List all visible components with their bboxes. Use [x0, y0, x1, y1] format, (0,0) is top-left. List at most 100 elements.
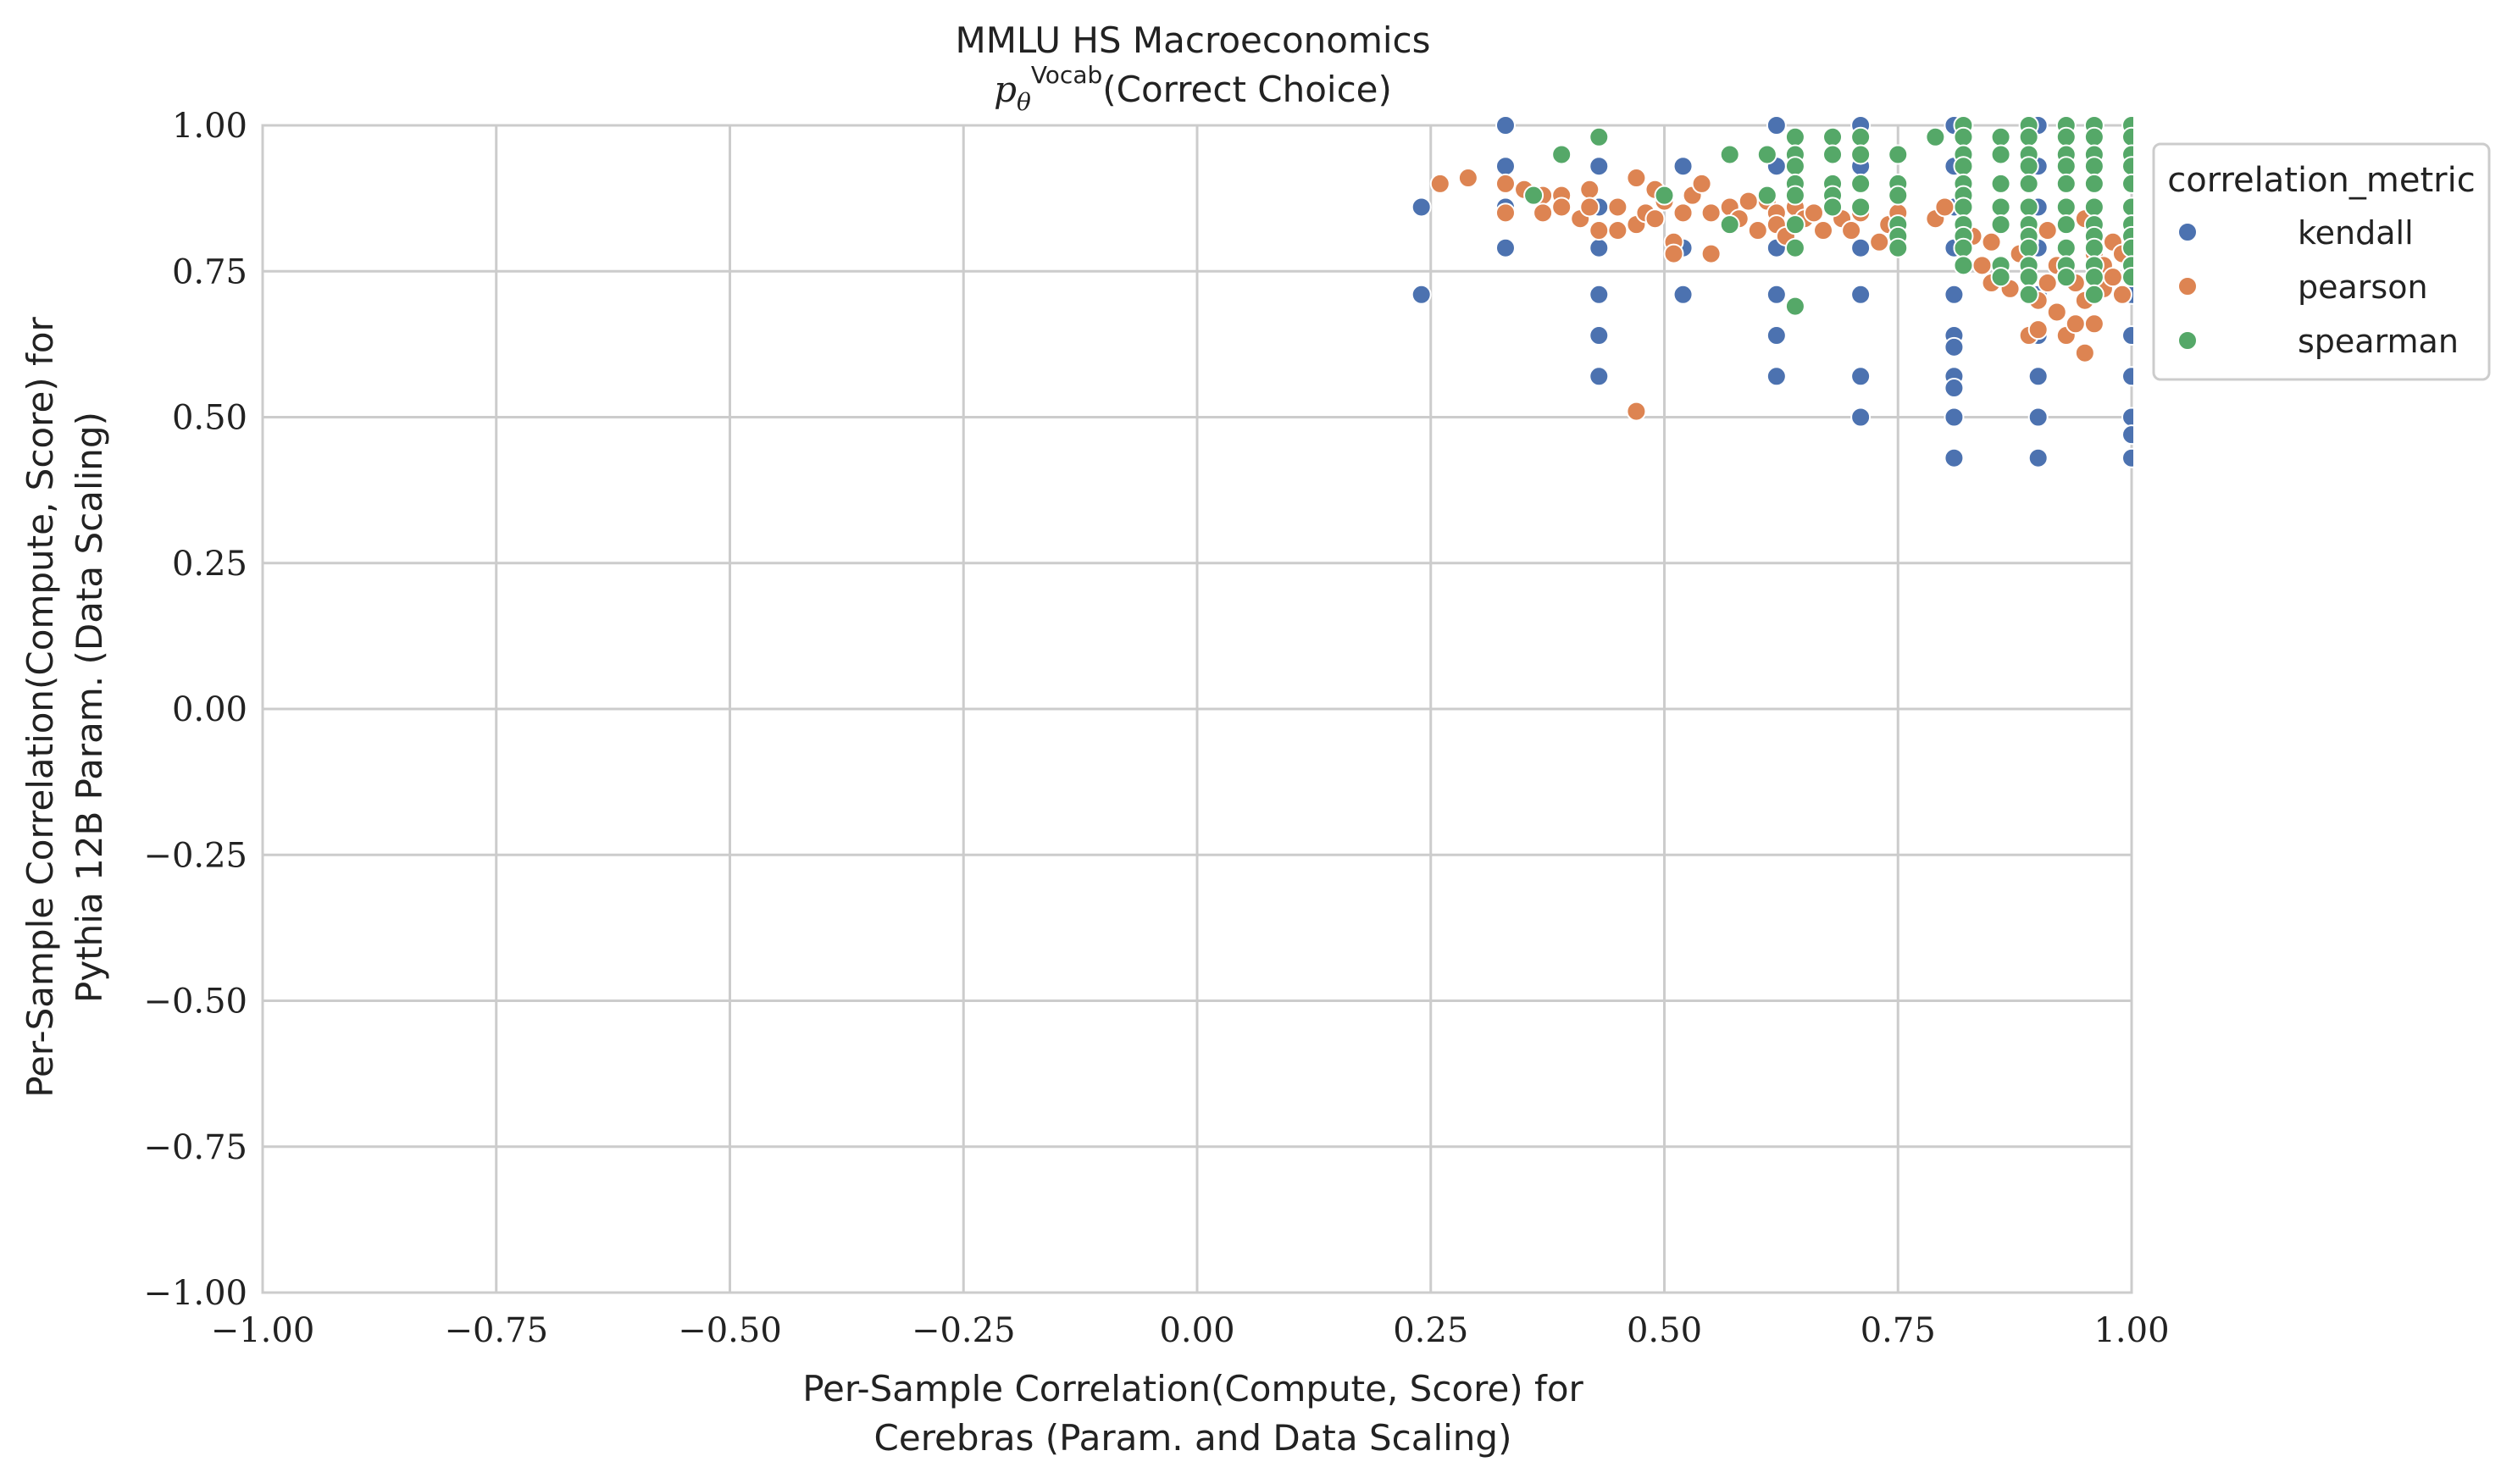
scatter-point-kendall — [2027, 407, 2049, 428]
x-tick-label: −0.75 — [444, 1311, 548, 1350]
y-tick-label: 1.00 — [172, 107, 247, 146]
scatter-point-kendall — [1411, 197, 1432, 218]
scatter-point-spearman — [1784, 237, 1805, 258]
scatter-point-pearson — [1457, 168, 1478, 189]
scatter-point-spearman — [1888, 185, 1909, 206]
y-axis-label-line2: Pythia 12B Param. (Data Scaling) — [69, 412, 110, 1003]
scatter-point-pearson — [1981, 231, 2002, 252]
scatter-point-spearman — [1654, 185, 1675, 206]
y-tick-label: 0.75 — [172, 252, 247, 291]
x-tick-label: −0.50 — [678, 1311, 782, 1350]
scatter-point-kendall — [1850, 366, 1872, 387]
scatter-point-spearman — [1756, 144, 1777, 165]
scatter-point-spearman — [1990, 197, 2011, 218]
scatter-point-kendall — [2027, 366, 2049, 387]
x-tick-label: 0.75 — [1860, 1311, 1936, 1350]
y-tick-label: 0.50 — [172, 399, 247, 438]
x-tick-label: 0.25 — [1393, 1311, 1468, 1350]
chart-subtitle: pθVocab(Correct Choice) — [994, 61, 1392, 116]
legend-marker-pearson — [2177, 276, 2198, 296]
scatter-point-kendall — [1944, 336, 1965, 357]
scatter-point-spearman — [1990, 144, 2011, 165]
scatter-point-spearman — [2018, 237, 2039, 258]
scatter-point-spearman — [1850, 126, 1872, 147]
scatter-point-pearson — [2037, 273, 2058, 294]
scatter-point-kendall — [1589, 366, 1610, 387]
scatter-point-spearman — [1850, 197, 1872, 218]
scatter-point-pearson — [1841, 220, 1862, 241]
scatter-point-spearman — [2083, 237, 2104, 258]
y-tick-label: 0.25 — [172, 545, 247, 584]
scatter-point-kendall — [1494, 156, 1516, 177]
legend-box — [2152, 142, 2491, 381]
scatter-point-spearman — [2083, 197, 2104, 218]
scatter-point-spearman — [1953, 156, 1974, 177]
scatter-point-pearson — [1551, 197, 1572, 218]
scatter-point-spearman — [2018, 156, 2039, 177]
scatter-point-kendall — [1672, 284, 1694, 305]
x-tick-label: 0.50 — [1627, 1311, 1702, 1350]
x-axis-label-line2: Cerebras (Param. and Data Scaling) — [874, 1417, 1512, 1459]
scatter-point-spearman — [2018, 126, 2039, 147]
scatter-point-kendall — [1766, 366, 1787, 387]
scatter-point-spearman — [2083, 284, 2104, 305]
scatter-point-pearson — [2074, 342, 2095, 363]
scatter-point-pearson — [1579, 197, 1600, 218]
y-tick-label: −0.75 — [143, 1128, 247, 1167]
scatter-point-pearson — [1579, 179, 1600, 200]
scatter-point-spearman — [1990, 214, 2011, 235]
scatter-point-spearman — [2121, 126, 2133, 147]
scatter-point-pearson — [2065, 313, 2086, 335]
scatter-point-spearman — [2121, 156, 2133, 177]
scatter-point-kendall — [1494, 115, 1516, 136]
scatter-point-spearman — [1953, 237, 1974, 258]
scatter-point-pearson — [1607, 197, 1628, 218]
legend-label-pearson: pearson — [2298, 269, 2428, 306]
scatter-point-pearson — [1971, 255, 1993, 276]
x-axis-label-line1: Per-Sample Correlation(Compute, Score) f… — [802, 1368, 1583, 1409]
scatter-point-spearman — [2055, 214, 2077, 235]
scatter-point-spearman — [1850, 144, 1872, 165]
scatter-point-kendall — [1766, 284, 1787, 305]
scatter-point-kendall — [2027, 447, 2049, 468]
scatter-point-spearman — [2018, 197, 2039, 218]
scatter-point-pearson — [1700, 243, 1722, 264]
scatter-point-kendall — [1494, 237, 1516, 258]
subtitle-subscript: θ — [1017, 88, 1031, 116]
scatter-point-spearman — [2018, 267, 2039, 288]
y-tick-label: 0.00 — [172, 690, 247, 729]
data-points — [1411, 115, 2133, 468]
legend-label-kendall: kendall — [2298, 214, 2414, 252]
y-axis-label-line1: Per-Sample Correlation(Compute, Score) f… — [19, 316, 61, 1097]
scatter-point-spearman — [2055, 126, 2077, 147]
scatter-point-pearson — [1747, 220, 1768, 241]
scatter-point-pearson — [1589, 220, 1610, 241]
scatter-point-pearson — [1934, 197, 1955, 218]
legend-label-spearman: spearman — [2298, 323, 2459, 360]
scatter-point-kendall — [1850, 237, 1872, 258]
scatter-point-kendall — [2121, 325, 2133, 346]
scatter-point-spearman — [2055, 267, 2077, 288]
scatter-point-kendall — [1944, 378, 1965, 399]
legend: correlation_metric kendall pearson spearma… — [2152, 142, 2491, 381]
scatter-point-pearson — [1672, 202, 1694, 224]
legend-marker-spearman — [2177, 330, 2198, 351]
scatter-point-pearson — [2111, 284, 2132, 305]
scatter-point-kendall — [1411, 284, 1432, 305]
scatter-point-pearson — [1626, 401, 1647, 422]
scatter-point-spearman — [2083, 156, 2104, 177]
scatter-point-kendall — [1944, 407, 1965, 428]
scatter-point-spearman — [2121, 173, 2133, 194]
scatter-point-spearman — [2055, 156, 2077, 177]
scatter-point-spearman — [1551, 144, 1572, 165]
chart-title: MMLU HS Macroeconomics — [955, 19, 1430, 61]
y-tick-label: −0.50 — [143, 983, 247, 1022]
scatter-point-spearman — [1990, 267, 2011, 288]
scatter-point-spearman — [1589, 126, 1610, 147]
y-tick-labels: 1.00 0.75 0.50 0.25 0.00 −0.25 −0.50 −0.75 −1.00 — [143, 107, 247, 1313]
grid-lines — [261, 124, 2133, 1294]
scatter-point-spearman — [1822, 126, 1844, 147]
scatter-point-spearman — [1953, 197, 1974, 218]
scatter-point-spearman — [1784, 214, 1805, 235]
plot-area — [261, 115, 2133, 1294]
